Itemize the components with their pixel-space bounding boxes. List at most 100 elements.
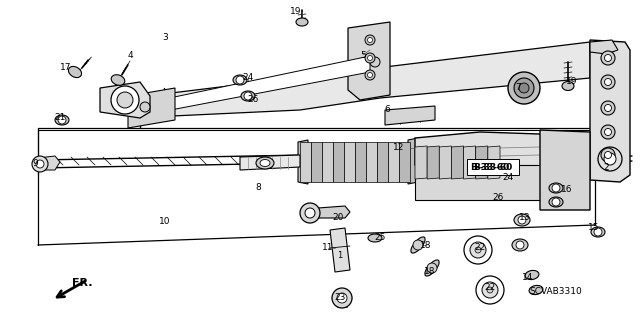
Circle shape <box>601 101 615 115</box>
Circle shape <box>516 241 524 249</box>
FancyBboxPatch shape <box>467 159 519 175</box>
Ellipse shape <box>241 91 255 101</box>
Circle shape <box>598 147 622 171</box>
Polygon shape <box>240 155 300 170</box>
Circle shape <box>244 92 252 100</box>
Ellipse shape <box>368 234 382 242</box>
Circle shape <box>427 263 437 273</box>
Text: 4: 4 <box>127 50 133 60</box>
Polygon shape <box>415 165 570 200</box>
Polygon shape <box>575 148 618 170</box>
Polygon shape <box>355 142 366 182</box>
Polygon shape <box>415 132 570 168</box>
Circle shape <box>482 282 498 298</box>
Polygon shape <box>439 146 451 179</box>
Polygon shape <box>38 156 60 170</box>
Ellipse shape <box>512 239 528 251</box>
Polygon shape <box>427 146 439 179</box>
Polygon shape <box>388 142 399 182</box>
Ellipse shape <box>525 271 539 279</box>
Text: 19: 19 <box>566 78 578 86</box>
Polygon shape <box>330 228 350 272</box>
Ellipse shape <box>111 75 125 85</box>
Circle shape <box>464 236 492 264</box>
Circle shape <box>332 288 352 308</box>
Text: 18: 18 <box>420 241 432 249</box>
Polygon shape <box>333 142 344 182</box>
Text: 18: 18 <box>424 268 436 277</box>
Text: 1: 1 <box>337 250 342 259</box>
Polygon shape <box>399 142 410 182</box>
Circle shape <box>58 116 66 124</box>
Text: 11: 11 <box>323 243 333 253</box>
Ellipse shape <box>55 115 69 125</box>
Polygon shape <box>463 146 476 179</box>
Circle shape <box>367 72 372 78</box>
Polygon shape <box>348 22 390 100</box>
Circle shape <box>475 247 481 253</box>
Polygon shape <box>408 138 418 184</box>
Ellipse shape <box>425 260 439 276</box>
Polygon shape <box>488 146 500 179</box>
Text: 3: 3 <box>162 33 168 42</box>
Circle shape <box>367 56 372 61</box>
Circle shape <box>337 293 347 303</box>
Circle shape <box>305 208 315 218</box>
Polygon shape <box>298 140 308 184</box>
Polygon shape <box>385 106 435 125</box>
Ellipse shape <box>514 214 530 226</box>
Polygon shape <box>377 142 388 182</box>
Text: 16: 16 <box>561 186 573 195</box>
Polygon shape <box>160 56 370 112</box>
Text: 14: 14 <box>522 273 534 283</box>
Text: 8: 8 <box>255 183 261 192</box>
Polygon shape <box>415 146 427 179</box>
Ellipse shape <box>411 237 425 253</box>
Polygon shape <box>130 42 590 118</box>
Polygon shape <box>300 142 311 182</box>
Polygon shape <box>100 82 150 118</box>
Text: 21: 21 <box>54 114 66 122</box>
Polygon shape <box>540 130 590 210</box>
Circle shape <box>601 75 615 89</box>
Circle shape <box>117 92 133 108</box>
Circle shape <box>601 148 615 162</box>
Text: 19: 19 <box>291 8 301 17</box>
Text: 22: 22 <box>474 243 486 253</box>
Polygon shape <box>476 146 488 179</box>
Circle shape <box>300 203 320 223</box>
Text: 5: 5 <box>360 50 366 60</box>
Ellipse shape <box>549 197 563 207</box>
Polygon shape <box>366 142 377 182</box>
Text: 7: 7 <box>515 84 521 93</box>
Text: 22: 22 <box>484 284 495 293</box>
Circle shape <box>601 51 615 65</box>
Circle shape <box>518 216 526 224</box>
Circle shape <box>552 198 560 206</box>
Text: 12: 12 <box>394 144 404 152</box>
Circle shape <box>365 70 375 80</box>
Ellipse shape <box>549 183 563 193</box>
Polygon shape <box>451 146 463 179</box>
Polygon shape <box>128 88 175 128</box>
Text: 26: 26 <box>492 194 504 203</box>
Circle shape <box>413 240 423 250</box>
Polygon shape <box>322 142 333 182</box>
Ellipse shape <box>256 157 274 169</box>
Circle shape <box>487 287 493 293</box>
Circle shape <box>36 160 44 168</box>
Circle shape <box>476 276 504 304</box>
Ellipse shape <box>591 227 605 237</box>
Circle shape <box>601 125 615 139</box>
Text: 15: 15 <box>588 224 600 233</box>
Text: B-33-60: B-33-60 <box>474 162 513 172</box>
Text: 6: 6 <box>384 106 390 115</box>
Text: 9: 9 <box>32 159 38 167</box>
Text: 13: 13 <box>519 213 531 222</box>
Circle shape <box>605 152 611 159</box>
Polygon shape <box>590 40 618 54</box>
Text: 10: 10 <box>159 218 171 226</box>
Circle shape <box>605 78 611 85</box>
Text: 24: 24 <box>243 73 253 83</box>
Polygon shape <box>318 206 350 218</box>
